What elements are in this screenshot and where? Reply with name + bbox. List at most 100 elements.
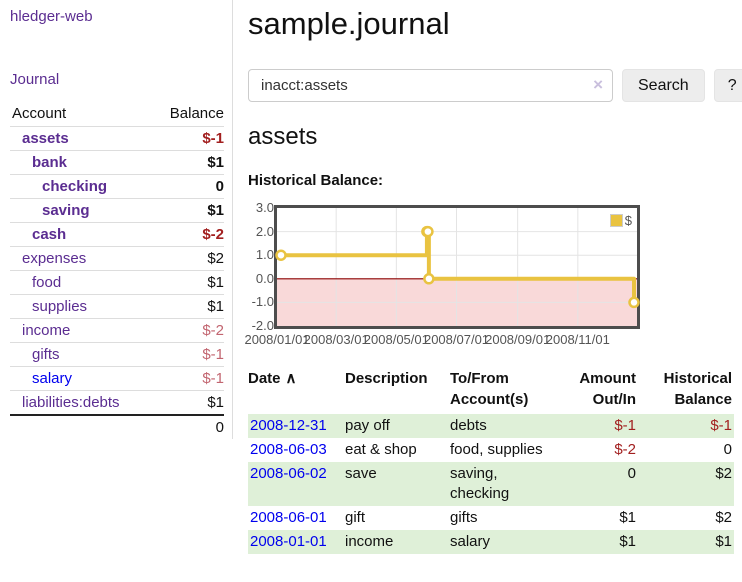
register-header-balance: Historical Balance <box>663 370 732 408</box>
transaction-account: saving, checking <box>450 465 510 502</box>
account-balance: $-1 <box>151 342 224 367</box>
account-balance: $-2 <box>151 222 224 247</box>
legend-series-swatch <box>609 214 623 227</box>
page-title: sample.journal <box>248 6 450 41</box>
account-row: assets $-1 <box>10 126 224 151</box>
accounts-header-account: Account <box>12 105 67 122</box>
data-point-marker[interactable] <box>422 225 434 238</box>
accounts-header-row: Account Balance <box>10 103 224 127</box>
account-row: liabilities:debts $1 <box>10 390 224 415</box>
account-row: gifts $-1 <box>10 342 224 367</box>
transaction-balance: $2 <box>715 465 732 482</box>
x-axis-tick-label: 2008/11/01 <box>545 332 610 347</box>
transaction-amount: 0 <box>627 465 636 482</box>
x-axis-tick-label: 2008/09/01 <box>485 332 551 347</box>
app-brand[interactable]: hledger-web <box>10 8 93 25</box>
account-row: food $1 <box>10 270 224 295</box>
transaction-amount: $-2 <box>614 441 636 458</box>
account-link-liabilities-debts[interactable]: liabilities:debts <box>22 394 120 411</box>
account-row: bank $1 <box>10 150 224 175</box>
transaction-row: 2008-01-01 income salary $1 $1 <box>248 530 734 554</box>
account-row: supplies $1 <box>10 294 224 319</box>
data-point-marker[interactable] <box>275 249 287 261</box>
date-header-label: Date <box>248 370 281 387</box>
transaction-description: pay off <box>345 417 390 434</box>
transaction-date-link[interactable]: 2008-06-02 <box>250 465 327 482</box>
account-link-cash[interactable]: cash <box>32 226 67 243</box>
register-header-date[interactable]: Date ∧ <box>248 366 345 414</box>
transaction-row: 2008-12-31 pay off debts $-1 $-1 <box>248 414 734 438</box>
transaction-date-link[interactable]: 2008-06-01 <box>250 509 327 526</box>
account-link-food[interactable]: food <box>32 274 62 291</box>
account-row: saving $1 <box>10 198 224 223</box>
account-link-supplies[interactable]: supplies <box>32 298 88 315</box>
transaction-description: save <box>345 465 377 482</box>
transaction-date-link[interactable]: 2008-12-31 <box>250 417 327 434</box>
account-balance: $-1 <box>151 366 224 391</box>
y-axis-tick-label: 1.0 <box>255 247 274 263</box>
account-heading: assets <box>248 123 318 150</box>
transaction-account: gifts <box>450 509 478 526</box>
transaction-row: 2008-06-02 save saving, checking 0 $2 <box>248 462 734 506</box>
accounts-total-row: 0 <box>10 414 224 439</box>
transaction-description: income <box>345 533 394 550</box>
account-balance: $1 <box>151 294 224 319</box>
transaction-description: gift <box>345 509 366 526</box>
search-box: × <box>248 69 613 102</box>
x-axis-tick-label: 2008/05/01 <box>363 332 429 347</box>
account-link-checking[interactable]: checking <box>42 178 108 195</box>
account-link-salary[interactable]: salary <box>32 370 73 387</box>
y-axis-tick-label: -1.0 <box>251 294 274 310</box>
x-axis-tick-label: 2008/07/01 <box>423 332 490 347</box>
sidebar-item-journal[interactable]: Journal <box>10 71 60 88</box>
x-axis-tick-label: 2008/01/01 <box>244 332 310 347</box>
transaction-account: debts <box>450 417 487 434</box>
help-button[interactable]: ? <box>713 69 742 102</box>
account-link-bank[interactable]: bank <box>32 154 68 171</box>
legend-series-label: $ <box>624 213 632 228</box>
data-point-marker[interactable] <box>628 296 640 309</box>
y-axis-tick-label: 3.0 <box>255 200 274 215</box>
account-balance: 0 <box>151 174 224 199</box>
y-axis-tick-label: 0.0 <box>255 270 274 286</box>
account-balance: $2 <box>151 246 224 271</box>
account-link-gifts[interactable]: gifts <box>32 346 60 363</box>
transaction-amount: $1 <box>619 533 636 550</box>
chart-plot-area[interactable]: $ <box>274 205 640 329</box>
account-balance: $1 <box>151 390 224 415</box>
register-table: Date ∧ Description To/From Account(s) Amo… <box>248 366 734 554</box>
clear-search-icon[interactable]: × <box>593 75 603 94</box>
account-link-income[interactable]: income <box>22 322 71 339</box>
account-balance: $-2 <box>151 318 224 343</box>
transaction-row: 2008-06-01 gift gifts $1 $2 <box>248 506 734 530</box>
search-bar: × Search ? <box>248 69 742 102</box>
account-row: income $-2 <box>10 318 224 343</box>
y-axis-tick-label: 2.0 <box>255 223 274 239</box>
transaction-date-link[interactable]: 2008-01-01 <box>250 533 327 550</box>
account-link-assets[interactable]: assets <box>22 130 69 147</box>
chart-legend: $ <box>609 213 632 228</box>
account-link-saving[interactable]: saving <box>42 202 90 219</box>
transaction-balance: $2 <box>715 509 732 526</box>
data-point-marker[interactable] <box>423 273 435 285</box>
transaction-row: 2008-06-03 eat & shop food, supplies $-2… <box>248 438 734 462</box>
transaction-amount: $-1 <box>614 417 636 434</box>
account-row: salary $-1 <box>10 366 224 391</box>
account-balance: $1 <box>151 198 224 223</box>
accounts-total-value: 0 <box>151 414 224 439</box>
transaction-balance: 0 <box>723 441 732 458</box>
transaction-description: eat & shop <box>345 441 417 458</box>
account-row: checking 0 <box>10 174 224 199</box>
account-balance: $1 <box>151 150 224 175</box>
register-header-account: To/From Account(s) <box>450 370 529 408</box>
transaction-account: salary <box>450 533 491 550</box>
balance-chart[interactable]: $3.0 2.0 1.0 0.0 -1.0 -2.0 2008/01/01 2008/03/0… <box>244 200 734 350</box>
accounts-header-balance: Balance <box>169 105 224 122</box>
sort-ascending-icon: ∧ <box>285 370 297 387</box>
search-button[interactable]: Search <box>622 69 705 102</box>
account-link-expenses[interactable]: expenses <box>22 250 87 267</box>
chart-title: Historical Balance: <box>248 172 384 189</box>
transaction-date-link[interactable]: 2008-06-03 <box>250 441 327 458</box>
register-header-row: Date ∧ Description To/From Account(s) Amo… <box>248 366 734 414</box>
search-input[interactable] <box>248 69 613 102</box>
